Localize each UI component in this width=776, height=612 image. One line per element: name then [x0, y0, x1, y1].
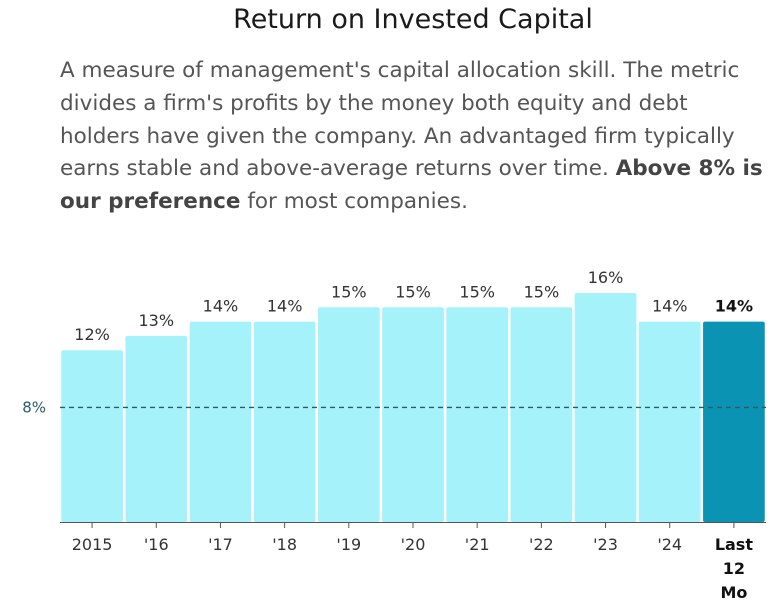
x-tick-label: '22	[529, 535, 554, 554]
value-label: 13%	[138, 311, 174, 330]
x-tick-label: '20	[401, 535, 426, 554]
value-label: 15%	[459, 282, 495, 301]
bar-last-12-mo	[703, 321, 765, 522]
bar-5	[382, 307, 444, 522]
x-tick-label: 2015	[72, 535, 113, 554]
x-tick-label: '16	[144, 535, 169, 554]
description-bold: Above 8% is our preference	[60, 156, 763, 215]
value-label: 15%	[524, 282, 560, 301]
description-text: A measure of management's capital alloca…	[60, 58, 740, 182]
value-label: 16%	[588, 268, 624, 287]
value-label: 14%	[715, 297, 753, 316]
x-tick-label: '23	[593, 535, 618, 554]
x-tick-label: '18	[272, 535, 297, 554]
value-label: 14%	[652, 297, 688, 316]
description: A measure of management's capital alloca…	[60, 55, 772, 219]
value-label: 15%	[395, 282, 431, 301]
x-tick-label: '17	[208, 535, 233, 554]
x-tick-label: '21	[465, 535, 490, 554]
bar-2	[189, 321, 252, 522]
bar-1	[125, 335, 188, 522]
x-tick-label: Last 12 Mo	[715, 535, 754, 602]
x-tick-label: '24	[657, 535, 682, 554]
reference-line-label: 8%	[22, 398, 46, 416]
bar-3	[253, 321, 316, 522]
bar-8	[574, 292, 637, 522]
chart-title: Return on Invested Capital	[233, 4, 593, 35]
bar-9	[638, 321, 701, 522]
bar-0	[61, 350, 123, 522]
x-tick-label: '19	[336, 535, 361, 554]
bar-6	[446, 307, 509, 522]
description-tail: for most companies.	[240, 189, 468, 215]
bar-7	[510, 307, 573, 522]
value-label: 15%	[331, 282, 367, 301]
value-label: 14%	[267, 297, 303, 316]
value-label: 14%	[203, 297, 239, 316]
value-label: 12%	[74, 325, 110, 344]
bar-4	[317, 307, 380, 522]
